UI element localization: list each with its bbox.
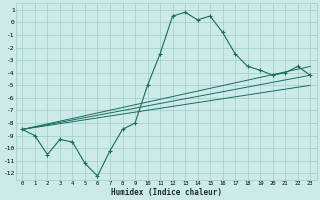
X-axis label: Humidex (Indice chaleur): Humidex (Indice chaleur): [111, 188, 222, 197]
